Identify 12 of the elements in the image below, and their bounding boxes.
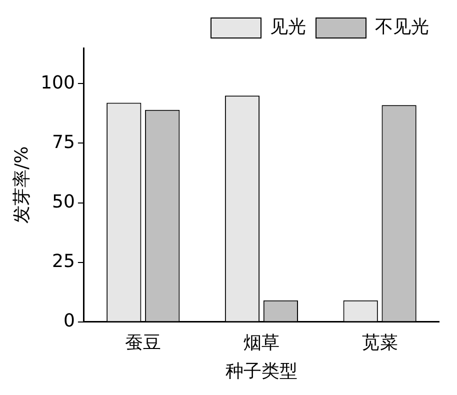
y-tick-label: 0 — [64, 310, 75, 332]
legend-label: 见光 — [270, 16, 306, 38]
x-tick-label: 蚕豆 — [125, 332, 162, 354]
y-tick-label: 25 — [52, 250, 75, 272]
legend-label: 不见光 — [375, 16, 429, 38]
x-tick-label: 烟草 — [243, 332, 280, 354]
y-axis-title: 发芽率/% — [11, 146, 32, 224]
x-tick-label: 苋菜 — [362, 332, 398, 354]
x-axis-title: 种子类型 — [225, 360, 298, 382]
y-tick-label: 100 — [40, 72, 75, 94]
y-tick-label: 75 — [52, 132, 75, 153]
y-tick-label: 50 — [52, 191, 75, 212]
